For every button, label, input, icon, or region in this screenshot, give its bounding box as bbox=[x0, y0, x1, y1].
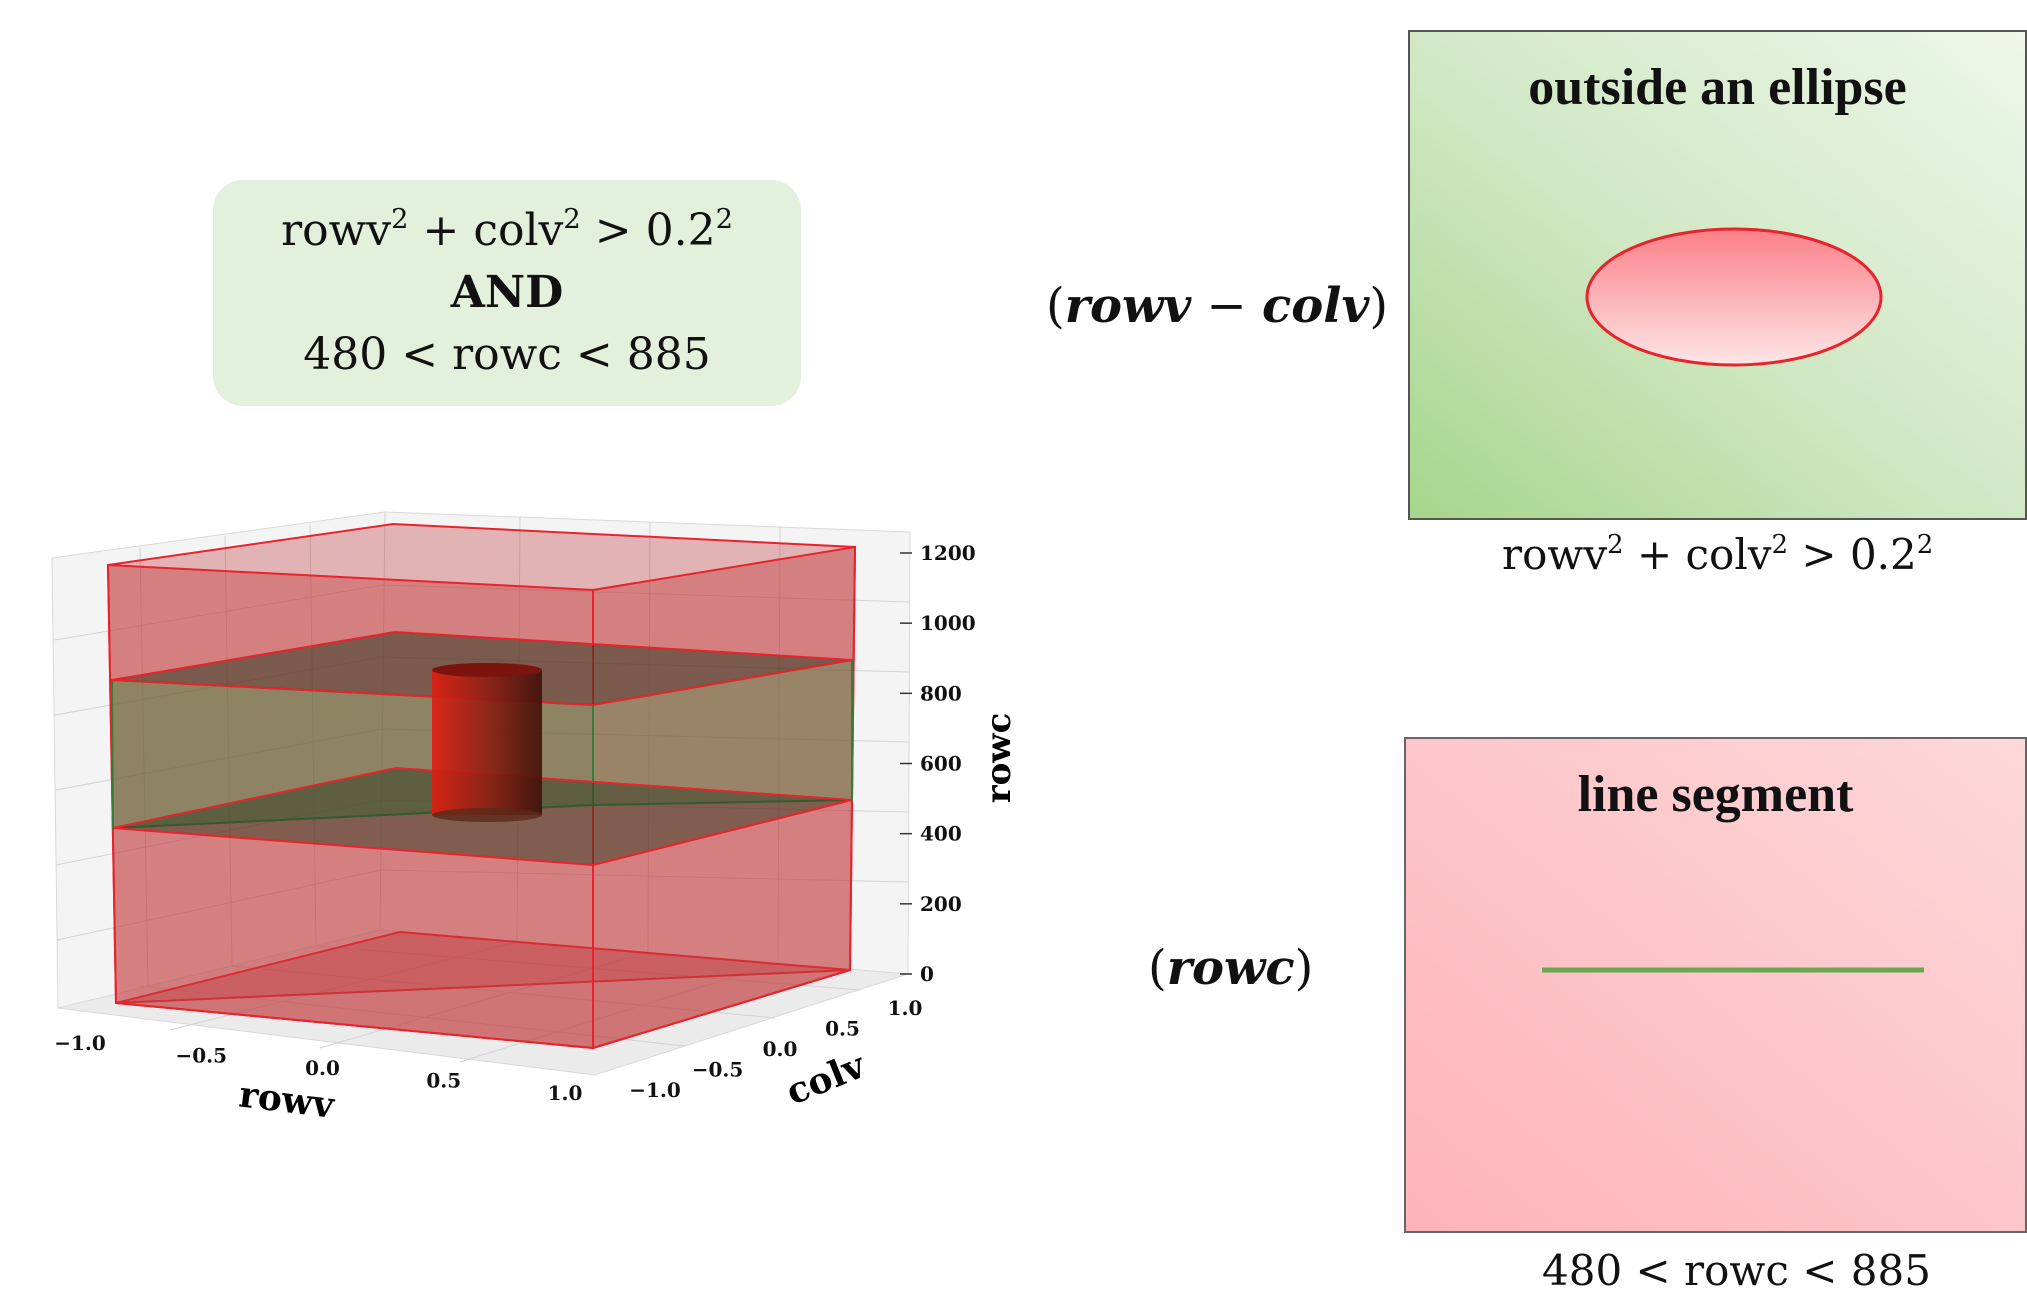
x-tick-label: −0.5 bbox=[175, 1044, 227, 1068]
condition-line-1: rowv2 + colv2 > 0.22 bbox=[281, 204, 733, 256]
ellipse-caption: rowv2 + colv2 > 0.22 bbox=[1502, 529, 1934, 579]
z-tick-label: 1200 bbox=[920, 541, 976, 565]
x-axis-label: rowv bbox=[237, 1073, 337, 1126]
condition-box: rowv2 + colv2 > 0.22 AND 480 < rowc < 88… bbox=[213, 180, 801, 406]
y-tick-label: −0.5 bbox=[692, 1058, 744, 1082]
label-rowv-colv: (rowv − colv) bbox=[1046, 278, 1389, 334]
grid-lines bbox=[54, 511, 910, 1063]
y-tick-label: −1.0 bbox=[629, 1078, 681, 1102]
x-tick-label: −1.0 bbox=[54, 1031, 106, 1055]
z-tick-label: 0 bbox=[920, 962, 934, 986]
x-tick-label: 0.0 bbox=[305, 1056, 340, 1080]
z-axis-label: rowc bbox=[979, 713, 1019, 804]
segment-panel-title: line segment bbox=[1577, 766, 1854, 823]
y-tick-label: 0.0 bbox=[763, 1037, 798, 1061]
z-axis: 0 200 400 600 800 1000 1200 bbox=[900, 541, 976, 986]
segment-caption: 480 < rowc < 885 bbox=[1542, 1246, 1931, 1295]
segment-panel: line segment bbox=[1404, 737, 2027, 1233]
ellipse-shape bbox=[1585, 227, 1883, 367]
y-tick-label: 1.0 bbox=[888, 996, 923, 1020]
ellipse-panel-title: outside an ellipse bbox=[1528, 59, 1907, 116]
z-tick-label: 1000 bbox=[920, 611, 976, 635]
x-tick-label: 1.0 bbox=[548, 1081, 583, 1105]
z-tick-label: 400 bbox=[920, 822, 962, 846]
x-axis: −1.0 −0.5 0.0 0.5 1.0 bbox=[54, 1031, 582, 1105]
y-axis: −1.0 −0.5 0.0 0.5 1.0 bbox=[629, 996, 922, 1102]
ellipse-panel: outside an ellipse bbox=[1408, 30, 2027, 520]
cylinder bbox=[432, 663, 542, 822]
y-tick-label: 0.5 bbox=[825, 1017, 860, 1041]
condition-and: AND bbox=[450, 267, 564, 318]
z-tick-label: 800 bbox=[920, 681, 962, 705]
segment-graphic bbox=[1542, 967, 1924, 973]
ellipse-graphic bbox=[1585, 227, 1883, 367]
x-tick-label: 0.5 bbox=[426, 1069, 461, 1093]
z-tick-label: 200 bbox=[920, 892, 962, 916]
label-rowc: (rowc) bbox=[1148, 940, 1314, 996]
condition-line-3: 480 < rowc < 885 bbox=[303, 329, 711, 380]
z-tick-label: 600 bbox=[920, 752, 962, 776]
